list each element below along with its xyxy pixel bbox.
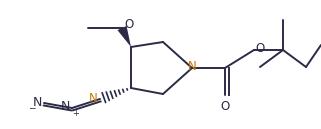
Text: N: N — [61, 100, 70, 114]
Text: +: + — [73, 108, 79, 118]
Text: N: N — [188, 61, 196, 74]
Text: O: O — [124, 18, 133, 31]
Text: N: N — [89, 91, 98, 104]
Polygon shape — [117, 26, 131, 47]
Text: N: N — [33, 95, 42, 108]
Text: −: − — [28, 103, 36, 112]
Text: O: O — [255, 42, 264, 55]
Text: O: O — [221, 100, 230, 113]
